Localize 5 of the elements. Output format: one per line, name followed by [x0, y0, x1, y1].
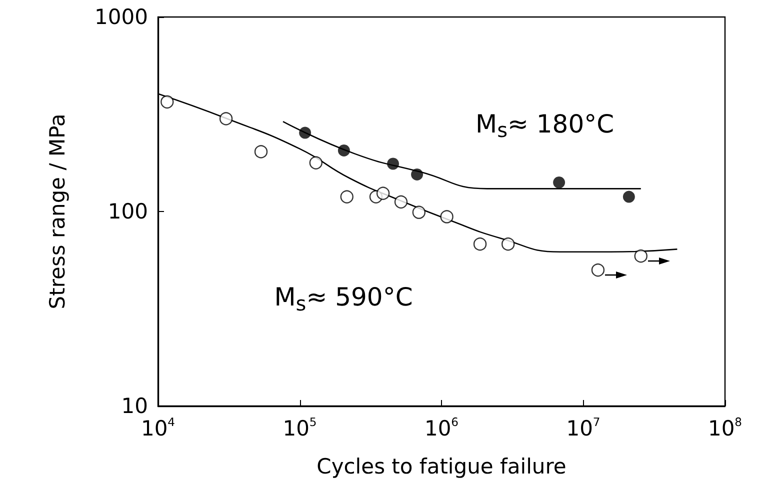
y-axis-title: Stress range / MPa — [46, 114, 70, 310]
y-tick-label: 1000 — [94, 5, 148, 29]
x-axis-title: Cycles to fatigue failure — [316, 454, 566, 478]
y-tick-label: 10 — [121, 394, 148, 418]
y-tick-label: 100 — [108, 200, 148, 224]
